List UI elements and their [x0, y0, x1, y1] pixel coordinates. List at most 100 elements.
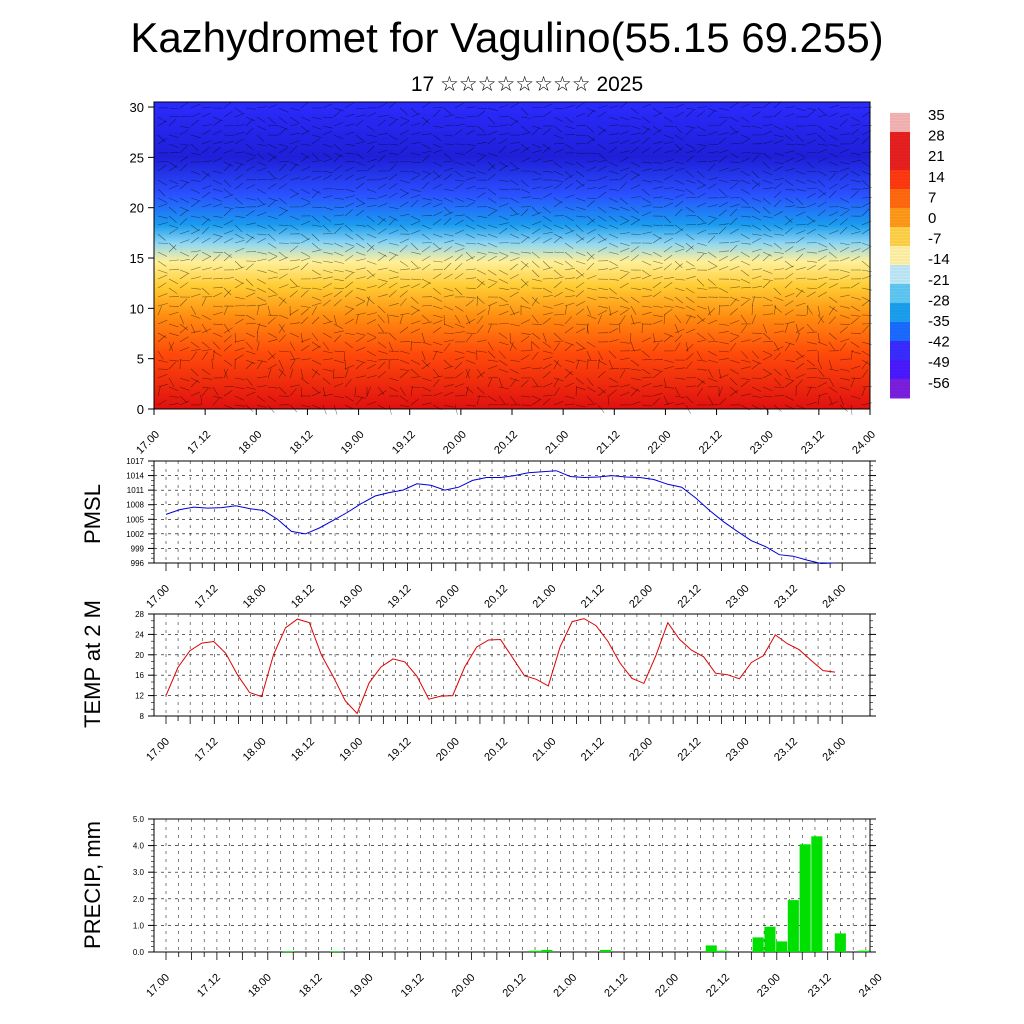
precip-x-tick-label: 21.00 — [551, 972, 579, 1000]
precip-x-tick-label: 18.00 — [246, 972, 274, 1000]
field-area — [154, 102, 870, 409]
field-x-axis: 17.00 17.12 18.00 18.12 19.00 19.12 20.00 20.12… — [134, 409, 878, 457]
temp-frame — [153, 613, 871, 717]
pmsl-series-line — [165, 470, 836, 565]
pmsl-panel: 1017 1014 1011 1008 1005 1002 999 996 17.00 17.12… — [126, 457, 876, 611]
precip-bar — [529, 950, 541, 952]
colorbar-label: -14 — [928, 251, 950, 268]
field-y-axis: 0 5 10 15 20 25 30 — [130, 100, 154, 417]
field-y-tick-label: 15 — [130, 251, 144, 266]
field-x-tick-label: 21.00 — [543, 429, 571, 457]
field-x-tick-label: 22.12 — [697, 429, 725, 457]
pmsl-x-tick-label: 21.12 — [579, 583, 607, 611]
pmsl-x-tick-label: 18.12 — [289, 583, 317, 611]
precip-bar — [764, 926, 776, 952]
temp-y-tick-label: 8 — [140, 712, 145, 721]
colorbar-swatch — [890, 227, 910, 247]
precip-x-tick-label: 22.00 — [653, 972, 681, 1000]
precip-x-tick-label: 20.12 — [500, 972, 528, 1000]
colorbar-swatch — [890, 322, 910, 342]
pmsl-label: PMSL — [80, 484, 105, 544]
temp-x-tick-label: 19.00 — [337, 736, 365, 764]
precip-bar — [330, 951, 342, 952]
colorbar-label: 35 — [928, 107, 945, 124]
precip-x-tick-label: 24.00 — [857, 972, 885, 1000]
colorbar-label: -35 — [928, 313, 950, 330]
precip-x-tick-label: 20.00 — [450, 972, 478, 1000]
precip-bar — [705, 945, 717, 952]
temp-x-tick-label: 18.00 — [241, 736, 269, 764]
colorbar-swatch — [890, 303, 910, 323]
field-y-tick-label: 5 — [137, 352, 144, 367]
pmsl-y-tick-label: 1017 — [126, 457, 144, 466]
temp-x-tick-label: 22.12 — [675, 736, 703, 764]
colorbar-swatch — [890, 341, 910, 361]
colorbar-swatch — [890, 265, 910, 285]
colorbar-label: 0 — [928, 210, 936, 227]
precip-bar — [541, 949, 553, 952]
precip-bar — [717, 950, 729, 952]
temp-x-tick-label: 24.00 — [820, 736, 848, 764]
precip-x-tick-label: 17.00 — [144, 972, 172, 1000]
precip-x-tick-label: 22.12 — [704, 972, 732, 1000]
pmsl-y-tick-label: 996 — [131, 559, 145, 568]
precip-x-tick-label: 18.12 — [297, 972, 325, 1000]
precip-bar — [752, 937, 764, 952]
field-x-tick-label: 19.12 — [390, 429, 418, 457]
temp-series-line — [165, 618, 836, 715]
colorbar-label: -7 — [928, 231, 941, 248]
pmsl-x-tick-label: 23.00 — [724, 583, 752, 611]
precip-x-tick-label: 19.12 — [399, 972, 427, 1000]
field-x-tick-label: 23.12 — [799, 429, 827, 457]
precip-bar — [811, 836, 823, 952]
colorbar-swatch — [890, 113, 910, 133]
colorbar-label: -49 — [928, 354, 950, 371]
pmsl-y-tick-label: 999 — [131, 544, 145, 553]
colorbar-label: -56 — [928, 375, 950, 392]
temp-y-tick-label: 12 — [135, 692, 144, 701]
field-x-tick-label: 17.00 — [134, 429, 162, 457]
field-x-tick-label: 22.00 — [646, 429, 674, 457]
pmsl-y-tick-label: 1008 — [126, 501, 144, 510]
pmsl-y-tick-label: 1014 — [126, 472, 144, 481]
colorbar-swatch — [890, 246, 910, 266]
field-y-tick-label: 30 — [130, 100, 144, 115]
field-x-tick-label: 24.00 — [850, 429, 878, 457]
pmsl-x-tick-label: 22.12 — [675, 583, 703, 611]
temp-y-tick-label: 16 — [135, 671, 144, 680]
temp-x-tick-label: 23.12 — [772, 736, 800, 764]
colorbar-swatch — [890, 189, 910, 209]
precip-x-tick-label: 23.00 — [755, 972, 783, 1000]
pmsl-y-tick-label: 1002 — [126, 530, 144, 539]
colorbar-label: 21 — [928, 148, 945, 165]
temp-x-tick-label: 20.00 — [434, 736, 462, 764]
temp-x-tick-label: 22.00 — [627, 736, 655, 764]
pmsl-x-tick-label: 17.00 — [144, 583, 172, 611]
field-x-tick-label: 20.12 — [492, 429, 520, 457]
pmsl-x-tick-label: 22.00 — [627, 583, 655, 611]
field-panel: 0 5 10 15 20 25 30 17.00 17.12 18.00 18.12 19.00 19… — [130, 100, 879, 457]
temp-y-tick-label: 20 — [135, 651, 144, 660]
colorbar-swatch — [890, 170, 910, 190]
precip-frame — [153, 818, 871, 953]
temp-x-tick-label: 20.12 — [482, 736, 510, 764]
temp-x-tick-label: 19.12 — [386, 736, 414, 764]
precip-y-tick-label: 1.0 — [133, 921, 145, 930]
field-y-tick-label: 25 — [130, 150, 144, 165]
precip-x-tick-label: 19.00 — [348, 972, 376, 1000]
pmsl-x-tick-label: 19.00 — [337, 583, 365, 611]
field-x-tick-label: 20.00 — [441, 429, 469, 457]
field-y-tick-label: 20 — [130, 201, 144, 216]
precip-y-tick-label: 4.0 — [133, 842, 145, 851]
temp-panel: 28 24 20 16 12 8 17.00 17.12 18.00 18.12 19.00 19.1… — [135, 610, 876, 764]
precip-bar — [600, 949, 612, 952]
precip-bar — [858, 950, 870, 952]
colorbar-label: 14 — [928, 169, 945, 186]
colorbar-swatch — [890, 132, 910, 152]
field-x-tick-label: 18.12 — [288, 429, 316, 457]
colorbar: 35 28 21 14 7 0 -7 -14 -21 -28 -35 -42 -49 -56 — [890, 107, 950, 399]
precip-y-tick-label: 5.0 — [133, 815, 145, 824]
colorbar-label: -42 — [928, 334, 950, 351]
pmsl-y-tick-label: 1005 — [126, 515, 144, 524]
